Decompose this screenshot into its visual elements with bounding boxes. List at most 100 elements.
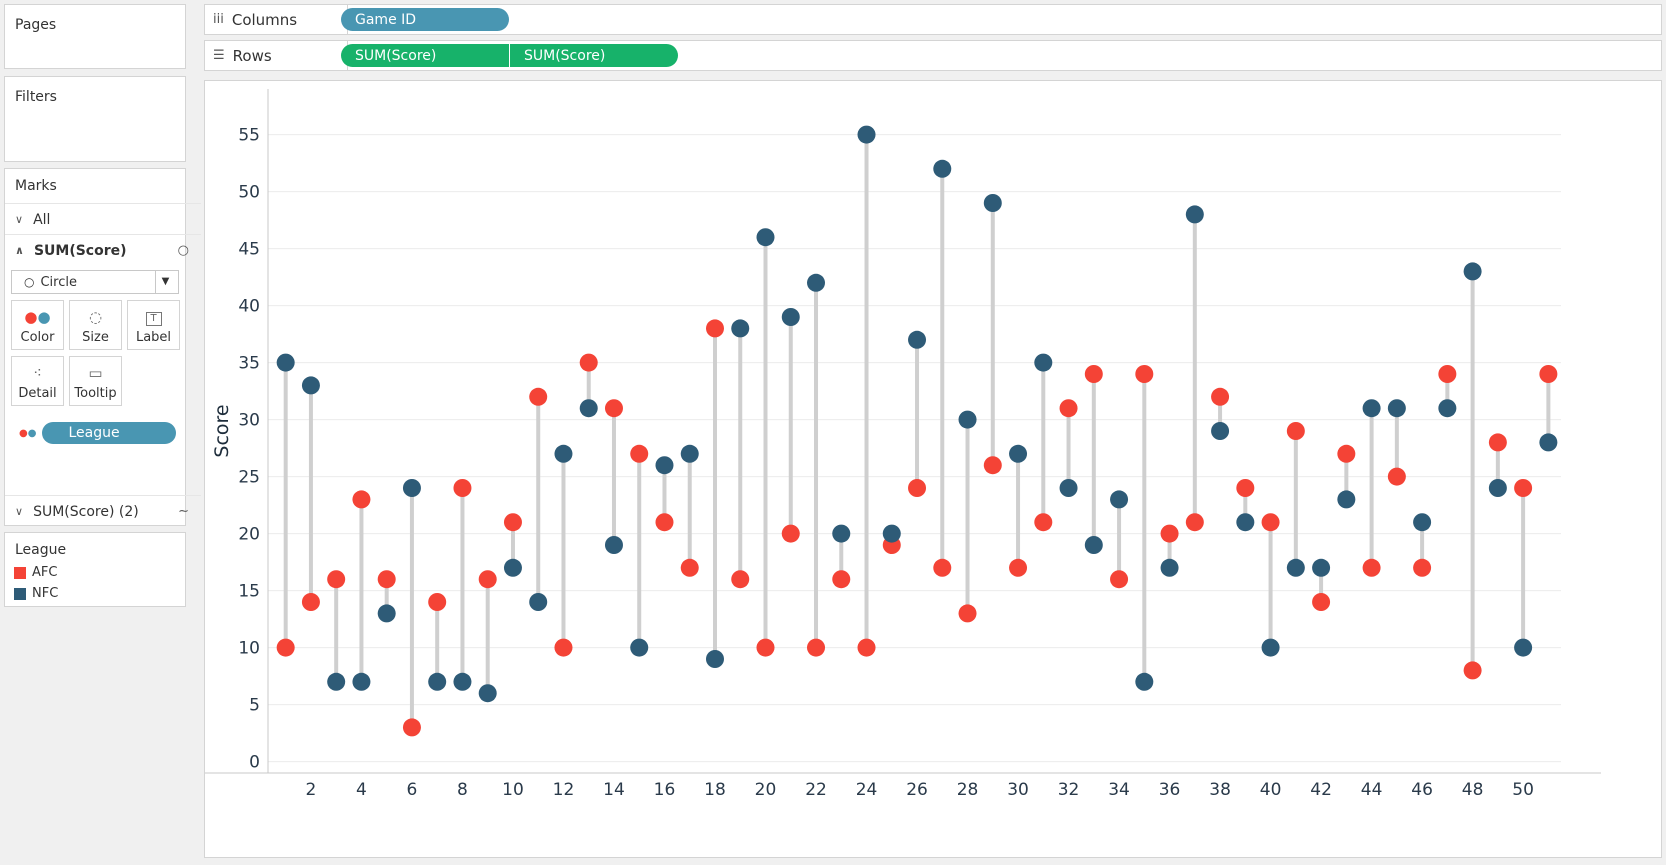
afc-point: [1337, 444, 1356, 463]
color-button-label: Color: [20, 330, 55, 345]
afc-point: [1488, 433, 1507, 452]
legend-card: League AFC NFC: [4, 532, 186, 607]
afc-point: [579, 353, 598, 372]
marks-measure2-label: SUM(Score) (2): [33, 503, 139, 520]
nfc-point: [1413, 513, 1432, 532]
nfc-point: [478, 684, 497, 703]
columns-label: Columns: [231, 10, 298, 29]
afc-point: [453, 479, 472, 497]
chart-area: 0 5 10 15 20 25 30 35 40 45 50 55 2 4 6 8 10 12 14 16 18 20 22…: [204, 80, 1662, 858]
detail-button[interactable]: ⁖ Detail: [11, 356, 64, 406]
rows-shelf-label: ☰ Rows: [205, 41, 348, 70]
nfc-point: [1286, 558, 1305, 577]
afc-point: [377, 570, 396, 589]
columns-shelf-label: iii Columns: [205, 5, 348, 34]
label-button[interactable]: T Label: [127, 300, 180, 350]
afc-point: [1059, 399, 1078, 418]
afc-point: [301, 593, 320, 611]
afc-point: [756, 638, 775, 657]
rows-shelf[interactable]: ☰ Rows SUM(Score) SUM(Score): [204, 40, 1662, 71]
nfc-point: [1312, 558, 1331, 577]
filters-card[interactable]: Filters: [4, 76, 186, 162]
afc-point: [680, 558, 699, 577]
game-id-pill[interactable]: Game ID: [341, 8, 509, 31]
afc-point: [983, 456, 1002, 475]
columns-shelf[interactable]: iii Columns Game ID: [204, 4, 1662, 35]
nfc-point: [1463, 262, 1482, 281]
tooltip-button[interactable]: ▭ Tooltip: [69, 356, 122, 406]
marks-title: Marks: [15, 178, 57, 194]
x-tick-label: 4: [356, 780, 367, 800]
x-tick-label: 16: [654, 780, 676, 800]
afc-point: [958, 604, 977, 623]
afc-point: [529, 387, 548, 406]
nfc-point: [352, 672, 371, 691]
legend-label-afc: AFC: [32, 565, 58, 580]
legend-item-nfc[interactable]: NFC: [5, 583, 185, 604]
league-pill[interactable]: League: [42, 422, 177, 444]
color-button[interactable]: ●● Color: [11, 300, 64, 350]
nfc-point: [1261, 638, 1280, 657]
nfc-point: [1160, 558, 1179, 577]
afc-point: [1387, 467, 1406, 486]
detail-button-label: Detail: [18, 386, 57, 401]
nfc-point: [1488, 479, 1507, 497]
detail-icon: ⁖: [33, 364, 42, 382]
label-button-label: Label: [135, 330, 172, 345]
y-tick-label: 50: [238, 183, 260, 203]
nfc-point: [377, 604, 396, 623]
afc-point: [1084, 365, 1103, 383]
nfc-point: [731, 319, 750, 338]
afc-point: [478, 570, 497, 589]
x-tick-label: 2: [306, 780, 317, 800]
legend-label-nfc: NFC: [32, 586, 59, 601]
nfc-point: [604, 536, 623, 554]
afc-point: [1034, 513, 1053, 532]
afc-point: [1160, 524, 1179, 543]
afc-point: [1413, 558, 1432, 577]
legend-item-afc[interactable]: AFC: [5, 562, 185, 583]
marks-measure-row[interactable]: ∧ SUM(Score) ○: [5, 234, 201, 266]
circle-mark-icon: ○: [177, 243, 189, 258]
marks-measure2-row[interactable]: ∨ SUM(Score) (2) ∼: [5, 495, 201, 527]
nfc-point: [1135, 672, 1154, 691]
afc-point: [554, 638, 573, 657]
x-tick-label: 18: [704, 780, 726, 800]
nfc-point: [1539, 433, 1558, 452]
size-button[interactable]: ◌ Size: [69, 300, 122, 350]
afc-point: [604, 399, 623, 418]
afc-point: [1211, 387, 1230, 406]
legend-swatch-nfc: [14, 587, 26, 600]
nfc-point: [630, 638, 649, 657]
afc-point: [276, 638, 295, 657]
afc-point: [655, 513, 674, 532]
x-tick-label: 32: [1058, 780, 1080, 800]
nfc-point: [807, 273, 826, 292]
x-tick-label: 46: [1411, 780, 1433, 800]
nfc-point: [579, 399, 598, 418]
nfc-point: [1236, 513, 1255, 532]
nfc-point: [655, 456, 674, 475]
line-mark-icon: ∼: [178, 504, 189, 519]
nfc-point: [882, 524, 901, 543]
marks-all-label: All: [33, 211, 51, 228]
nfc-point: [1211, 422, 1230, 440]
marks-all-row[interactable]: ∨ All: [5, 203, 201, 235]
color-encoding-row: ●● League: [19, 422, 177, 444]
afc-point: [1438, 365, 1457, 383]
nfc-point: [276, 353, 295, 372]
nfc-point: [1337, 490, 1356, 509]
y-tick-label: 20: [238, 525, 260, 545]
score-pill-2[interactable]: SUM(Score): [510, 44, 678, 67]
x-tick-label: 34: [1108, 780, 1130, 800]
x-tick-label: 40: [1260, 780, 1282, 800]
mark-type-dropdown[interactable]: ○ Circle ▼: [11, 270, 179, 294]
afc-point: [1514, 479, 1533, 497]
nfc-point: [983, 194, 1002, 212]
filters-title: Filters: [15, 89, 57, 105]
dropdown-arrow-icon: ▼: [155, 271, 175, 293]
y-tick-label: 0: [249, 753, 260, 773]
score-pill-1[interactable]: SUM(Score): [341, 44, 509, 67]
y-tick-label: 35: [238, 354, 260, 374]
